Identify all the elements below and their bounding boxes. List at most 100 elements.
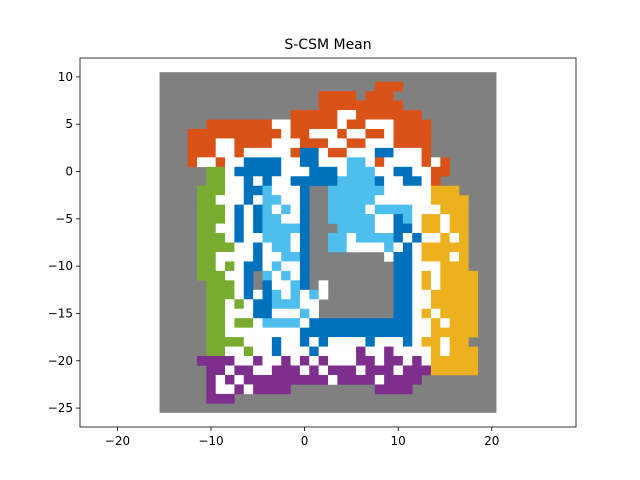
heatmap-cell-yellow bbox=[440, 204, 469, 215]
heatmap-cell-blue bbox=[299, 242, 310, 253]
heatmap-cell-white bbox=[440, 346, 450, 357]
heatmap-cell-orange bbox=[290, 119, 338, 130]
heatmap-cell-blue bbox=[253, 223, 263, 234]
heatmap-cell-white bbox=[337, 119, 348, 130]
heatmap-cell-white bbox=[281, 261, 301, 272]
heatmap-cell-lightblue bbox=[281, 251, 301, 262]
heatmap-cell-lightblue bbox=[337, 223, 376, 234]
heatmap-cell-orange bbox=[374, 157, 385, 168]
heatmap-cell-white bbox=[318, 147, 329, 158]
heatmap-cell-lightblue bbox=[271, 289, 282, 300]
heatmap-cell-blue bbox=[402, 242, 413, 253]
heatmap-cell-blue bbox=[299, 147, 319, 158]
heatmap-cell-white bbox=[421, 299, 432, 310]
heatmap-cell-white bbox=[253, 195, 263, 205]
heatmap-cell-blue bbox=[271, 337, 282, 347]
heatmap-cell-lightblue bbox=[262, 223, 301, 234]
heatmap-cell-purple bbox=[206, 365, 226, 376]
heatmap-cell-white bbox=[243, 299, 254, 310]
heatmap-cell-white bbox=[412, 242, 422, 253]
heatmap-cell-blue bbox=[299, 251, 310, 262]
heatmap-cell-blue bbox=[393, 214, 404, 224]
heatmap-cell-white bbox=[412, 337, 422, 347]
heatmap-cell-white bbox=[384, 176, 404, 187]
heatmap-cell-white bbox=[449, 233, 460, 243]
heatmap-cell-white bbox=[243, 204, 254, 215]
heatmap-cell-yellow bbox=[440, 308, 479, 319]
heatmap-cell-lightblue bbox=[328, 195, 376, 205]
heatmap-cell-white bbox=[215, 251, 254, 262]
heatmap-cell-white bbox=[374, 214, 394, 224]
heatmap-cell-white bbox=[234, 242, 254, 253]
heatmap-cell-white bbox=[281, 166, 310, 177]
heatmap-cell-white bbox=[299, 365, 310, 376]
heatmap-cell-white bbox=[346, 128, 366, 139]
heatmap-cell-blue bbox=[393, 223, 413, 234]
heatmap-cell-orange bbox=[421, 147, 432, 158]
heatmap-cell-blue bbox=[393, 308, 413, 319]
heatmap-cell-white bbox=[290, 233, 301, 243]
heatmap-cell-green bbox=[196, 270, 226, 281]
heatmap-cell-white bbox=[290, 242, 301, 253]
heatmap-cell-blue bbox=[299, 214, 310, 224]
heatmap-cell-white bbox=[328, 356, 357, 366]
heatmap-cell-blue bbox=[243, 270, 254, 281]
heatmap-cell-orange bbox=[356, 100, 404, 111]
heatmap-cell-orange bbox=[440, 157, 450, 168]
heatmap-cell-purple bbox=[206, 384, 216, 395]
heatmap-cell-white bbox=[309, 308, 319, 319]
heatmap-cell-green bbox=[206, 308, 226, 319]
heatmap-cell-lightblue bbox=[328, 204, 366, 215]
heatmap-cell-white bbox=[215, 147, 235, 158]
heatmap-cell-lightblue bbox=[337, 176, 376, 187]
heatmap-cell-white bbox=[281, 195, 301, 205]
heatmap-cell-white bbox=[234, 261, 245, 272]
heatmap-cell-blue bbox=[262, 289, 273, 300]
heatmap-cell-yellow bbox=[430, 185, 460, 196]
x-tick-label: 10 bbox=[391, 434, 406, 448]
heatmap-cell-blue bbox=[393, 270, 413, 281]
heatmap-cell-blue bbox=[243, 157, 282, 168]
heatmap-cell-orange bbox=[290, 128, 310, 139]
heatmap-cell-white bbox=[421, 318, 432, 328]
heatmap-cell-white bbox=[243, 384, 254, 395]
heatmap-cell-green bbox=[196, 214, 226, 224]
heatmap-cell-white bbox=[281, 346, 310, 357]
heatmap-cell-blue bbox=[234, 214, 245, 224]
heatmap-cell-orange bbox=[393, 128, 432, 139]
heatmap-cell-lightblue bbox=[271, 318, 301, 328]
heatmap-cell-orange bbox=[374, 110, 422, 120]
heatmap-cell-white bbox=[234, 289, 245, 300]
heatmap-cell-blue bbox=[262, 280, 273, 291]
heatmap-cell-yellow bbox=[421, 337, 441, 347]
heatmap-cell-blue bbox=[365, 337, 376, 347]
heatmap-cell-yellow bbox=[421, 270, 432, 281]
heatmap-cell-lightblue bbox=[262, 270, 273, 281]
heatmap-cell-purple bbox=[356, 346, 366, 357]
heatmap-cell-green bbox=[196, 223, 216, 234]
heatmap-cell-orange bbox=[187, 128, 282, 139]
heatmap-cell-purple bbox=[412, 356, 422, 366]
heatmap-cell-white bbox=[309, 337, 319, 347]
heatmap-cell-white bbox=[271, 185, 301, 196]
heatmap-cell-yellow bbox=[440, 233, 450, 243]
heatmap-cell-white bbox=[412, 308, 422, 319]
heatmap-cell-white bbox=[412, 327, 422, 338]
heatmap-cell-yellow bbox=[421, 280, 432, 291]
heatmap-cell-white bbox=[215, 195, 245, 205]
chart-title: S-CSM Mean bbox=[284, 37, 371, 53]
heatmap-cell-blue bbox=[253, 214, 263, 224]
heatmap-cell-white bbox=[440, 337, 450, 347]
heatmap-cell-orange bbox=[365, 128, 385, 139]
heatmap-cell-white bbox=[225, 233, 235, 243]
heatmap-cell-green bbox=[206, 299, 226, 310]
heatmap-cell-lightblue bbox=[262, 204, 273, 215]
heatmap-cell-blue bbox=[234, 223, 245, 234]
heatmap-cell-blue bbox=[299, 195, 310, 205]
heatmap-cell-blue bbox=[299, 337, 310, 347]
heatmap-cell-white bbox=[215, 384, 235, 395]
heatmap-cell-blue bbox=[299, 233, 310, 243]
heatmap-cell-white bbox=[421, 327, 432, 338]
heatmap-cell-green bbox=[225, 337, 245, 347]
heatmap-cell-blue bbox=[393, 280, 413, 291]
